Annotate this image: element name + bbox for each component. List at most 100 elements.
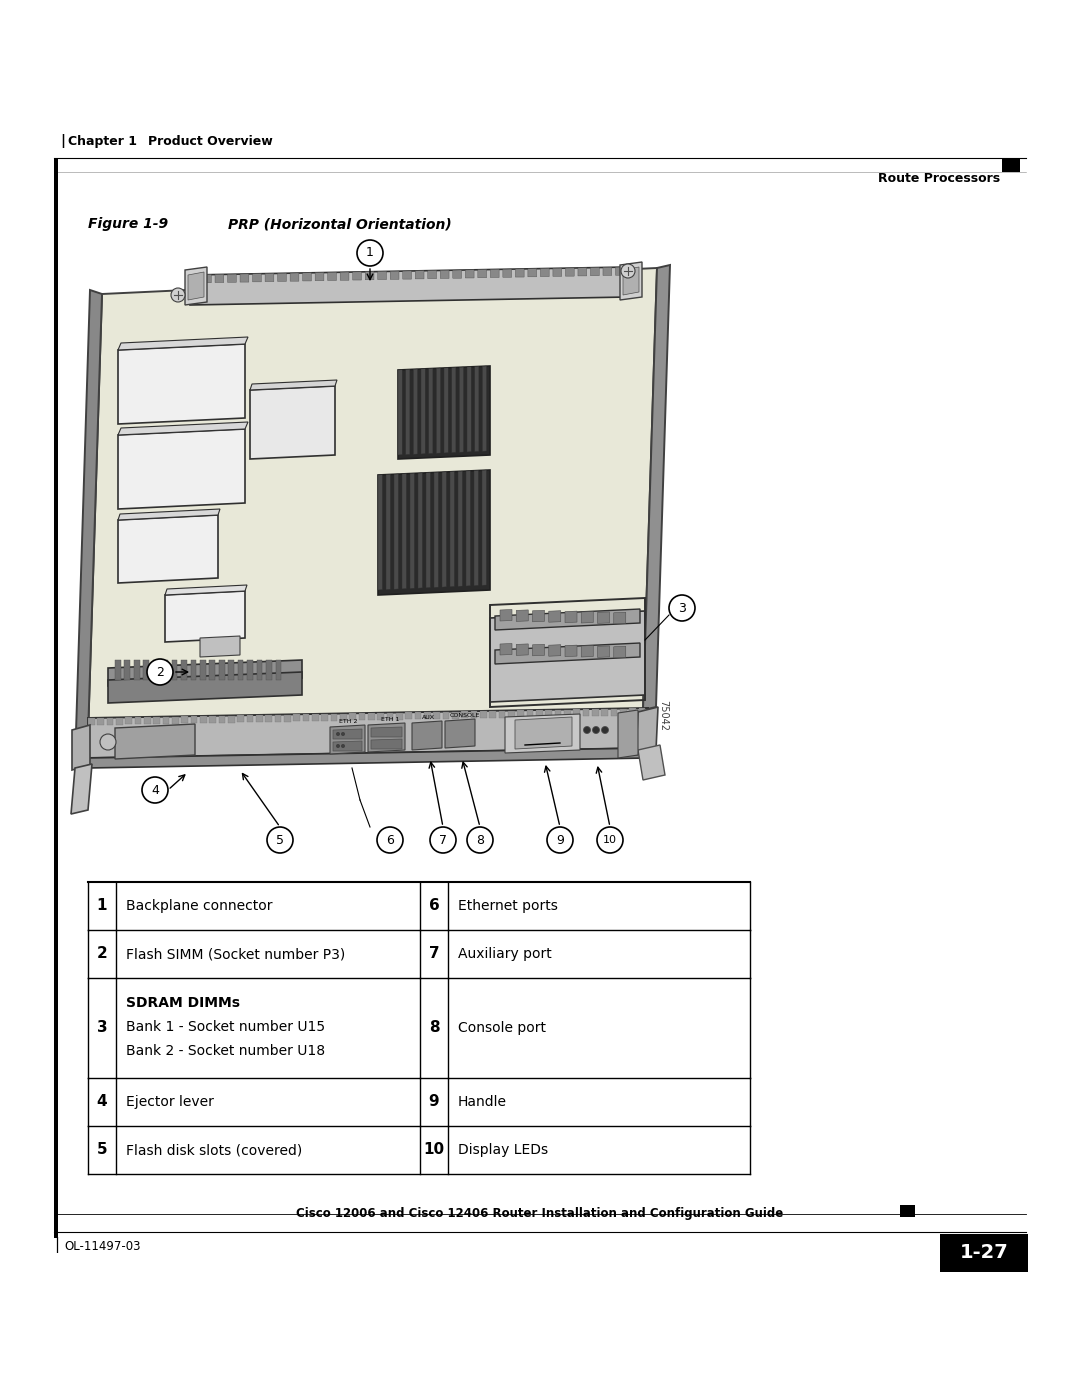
Polygon shape xyxy=(591,267,599,275)
Polygon shape xyxy=(200,659,205,680)
Bar xyxy=(545,710,552,717)
Text: Handle: Handle xyxy=(458,1095,507,1109)
Bar xyxy=(555,710,562,717)
Bar xyxy=(610,708,617,715)
Polygon shape xyxy=(453,270,461,278)
Text: |: | xyxy=(54,1236,59,1253)
Polygon shape xyxy=(108,672,302,703)
Polygon shape xyxy=(302,272,311,281)
Polygon shape xyxy=(613,647,625,658)
Bar xyxy=(396,712,403,719)
Bar xyxy=(499,711,505,718)
Text: ETH 2: ETH 2 xyxy=(339,719,357,724)
Bar xyxy=(200,717,206,724)
Bar xyxy=(630,708,636,715)
Polygon shape xyxy=(390,271,399,279)
Bar xyxy=(900,1206,915,1217)
Polygon shape xyxy=(87,708,648,759)
Polygon shape xyxy=(278,274,286,281)
Polygon shape xyxy=(399,370,402,455)
Polygon shape xyxy=(181,659,187,680)
Polygon shape xyxy=(394,474,399,590)
Polygon shape xyxy=(172,659,177,680)
Polygon shape xyxy=(203,275,212,282)
Bar xyxy=(424,712,431,719)
Polygon shape xyxy=(474,471,478,585)
Circle shape xyxy=(147,659,173,685)
Polygon shape xyxy=(490,610,645,703)
Polygon shape xyxy=(500,609,512,622)
Polygon shape xyxy=(124,659,130,680)
Polygon shape xyxy=(327,272,336,281)
Polygon shape xyxy=(118,429,245,509)
Polygon shape xyxy=(418,472,422,588)
Polygon shape xyxy=(475,366,478,451)
Text: 8: 8 xyxy=(429,1020,440,1035)
Bar xyxy=(312,714,319,721)
Polygon shape xyxy=(368,724,405,752)
Circle shape xyxy=(341,745,345,747)
Polygon shape xyxy=(165,585,247,595)
Text: 6: 6 xyxy=(386,834,394,847)
Polygon shape xyxy=(465,471,471,587)
Text: 7: 7 xyxy=(429,947,440,961)
Polygon shape xyxy=(228,274,237,282)
Polygon shape xyxy=(477,270,487,278)
Text: PRP (Horizontal Orientation): PRP (Horizontal Orientation) xyxy=(228,217,451,231)
Polygon shape xyxy=(71,764,92,814)
Bar xyxy=(116,718,122,725)
Polygon shape xyxy=(428,271,436,278)
Text: Ethernet ports: Ethernet ports xyxy=(458,900,558,914)
Circle shape xyxy=(341,732,345,736)
Polygon shape xyxy=(249,380,337,390)
Polygon shape xyxy=(215,274,224,282)
Bar xyxy=(480,711,486,718)
Bar xyxy=(181,717,188,724)
Text: Ejector lever: Ejector lever xyxy=(126,1095,214,1109)
Polygon shape xyxy=(581,612,593,623)
Bar xyxy=(144,717,150,724)
Polygon shape xyxy=(238,659,243,680)
Text: 10: 10 xyxy=(603,835,617,845)
Polygon shape xyxy=(372,739,402,749)
Text: Route Processors: Route Processors xyxy=(878,172,1000,184)
Bar xyxy=(583,710,590,717)
Bar xyxy=(508,711,514,718)
Polygon shape xyxy=(190,659,197,680)
Polygon shape xyxy=(441,270,449,278)
Circle shape xyxy=(267,827,293,854)
Polygon shape xyxy=(450,471,455,587)
Polygon shape xyxy=(330,725,365,754)
Bar xyxy=(443,711,449,718)
Polygon shape xyxy=(210,659,215,680)
Polygon shape xyxy=(200,636,240,657)
Polygon shape xyxy=(597,645,609,658)
Polygon shape xyxy=(638,745,665,780)
Bar xyxy=(210,715,216,722)
Polygon shape xyxy=(429,369,433,454)
Polygon shape xyxy=(228,659,234,680)
Polygon shape xyxy=(190,267,627,305)
Polygon shape xyxy=(465,270,474,278)
Text: 9: 9 xyxy=(429,1094,440,1109)
Text: 2: 2 xyxy=(96,947,107,961)
Bar xyxy=(517,710,524,717)
Polygon shape xyxy=(162,659,167,680)
Polygon shape xyxy=(333,729,362,739)
Polygon shape xyxy=(540,268,549,277)
Bar xyxy=(256,715,262,722)
Bar xyxy=(266,715,272,722)
Bar xyxy=(405,712,411,719)
Bar xyxy=(564,710,570,717)
Polygon shape xyxy=(353,272,362,279)
Text: CONSOLE: CONSOLE xyxy=(449,712,481,718)
Polygon shape xyxy=(118,515,218,583)
Polygon shape xyxy=(118,509,220,520)
Bar xyxy=(461,711,468,718)
Polygon shape xyxy=(399,366,490,460)
Text: 9: 9 xyxy=(556,834,564,847)
Text: 75042: 75042 xyxy=(658,700,669,731)
Polygon shape xyxy=(185,267,207,305)
Polygon shape xyxy=(528,268,537,277)
Circle shape xyxy=(583,726,591,733)
